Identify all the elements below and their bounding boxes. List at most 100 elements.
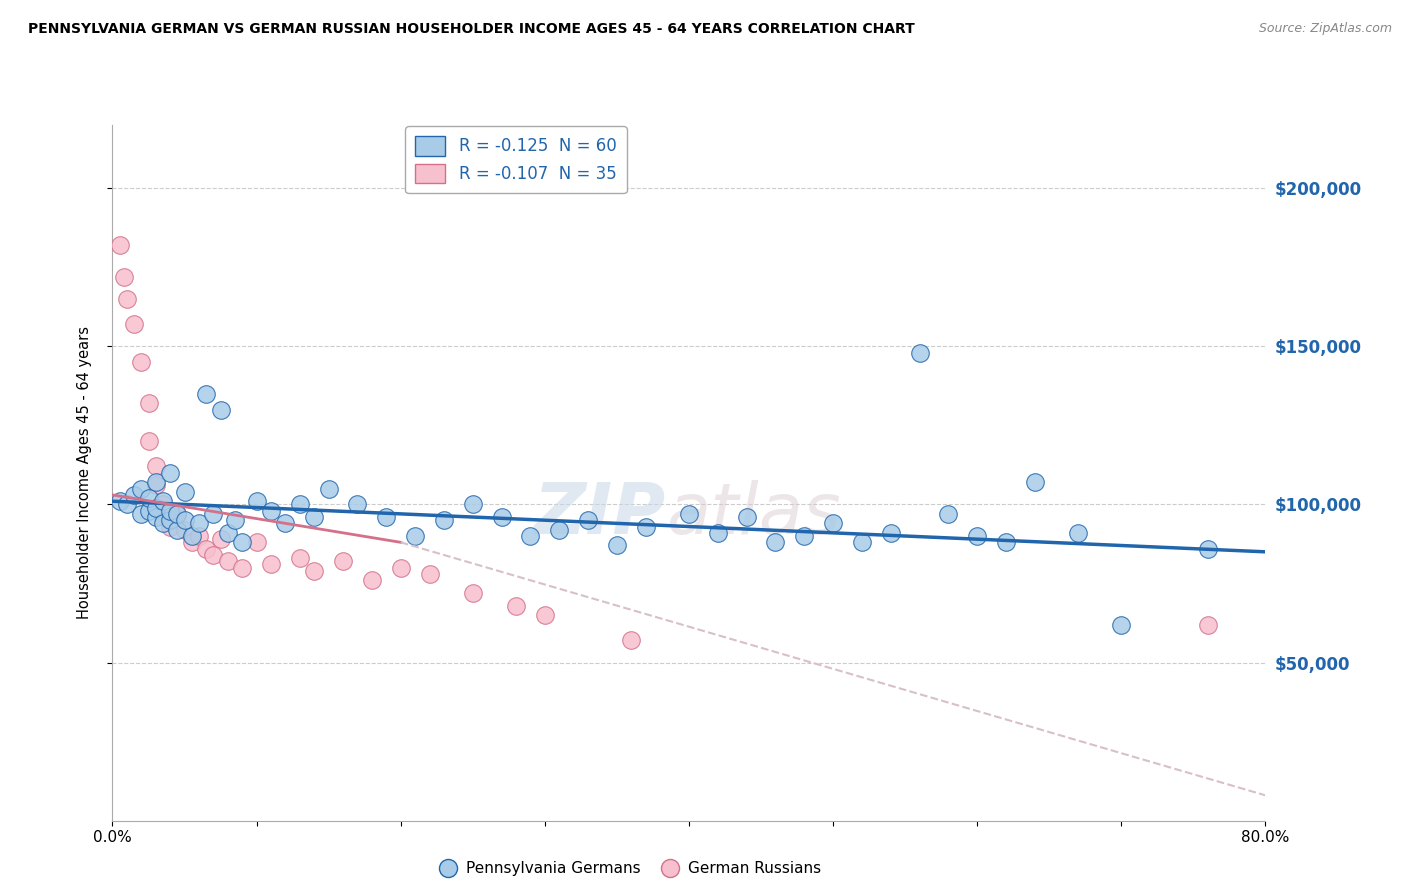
Point	[491, 510, 513, 524]
Point	[288, 551, 311, 566]
Point	[129, 482, 153, 496]
Point	[129, 355, 153, 369]
Point	[260, 558, 283, 572]
Point	[274, 516, 297, 531]
Point	[180, 535, 202, 549]
Point	[112, 269, 135, 284]
Point	[202, 507, 225, 521]
Point	[1024, 475, 1046, 490]
Text: ZIP: ZIP	[534, 480, 666, 549]
Point	[533, 608, 555, 623]
Point	[108, 238, 131, 252]
Point	[159, 466, 181, 480]
Point	[678, 507, 700, 521]
Point	[166, 523, 188, 537]
Point	[188, 529, 211, 543]
Point	[173, 513, 195, 527]
Point	[375, 510, 398, 524]
Point	[433, 513, 456, 527]
Point	[245, 535, 267, 549]
Point	[793, 529, 815, 543]
Point	[180, 529, 202, 543]
Point	[195, 541, 218, 556]
Point	[505, 599, 527, 613]
Point	[519, 529, 541, 543]
Point	[152, 497, 174, 511]
Point	[231, 535, 253, 549]
Point	[115, 292, 138, 306]
Point	[706, 525, 728, 540]
Point	[145, 459, 167, 474]
Point	[606, 539, 628, 553]
Point	[908, 345, 931, 359]
Point	[217, 525, 239, 540]
Point	[202, 548, 225, 562]
Text: PENNSYLVANIA GERMAN VS GERMAN RUSSIAN HOUSEHOLDER INCOME AGES 45 - 64 YEARS CORR: PENNSYLVANIA GERMAN VS GERMAN RUSSIAN HO…	[28, 22, 915, 37]
Point	[173, 484, 195, 499]
Point	[735, 510, 758, 524]
Text: Source: ZipAtlas.com: Source: ZipAtlas.com	[1258, 22, 1392, 36]
Point	[152, 516, 174, 531]
Point	[576, 513, 599, 527]
Point	[152, 494, 174, 508]
Point	[224, 513, 246, 527]
Point	[318, 482, 340, 496]
Point	[145, 475, 167, 490]
Point	[108, 494, 131, 508]
Point	[159, 504, 181, 518]
Point	[821, 516, 844, 531]
Point	[332, 554, 354, 568]
Point	[115, 497, 138, 511]
Point	[152, 507, 174, 521]
Point	[166, 507, 188, 521]
Point	[461, 497, 484, 511]
Point	[360, 574, 382, 588]
Point	[129, 507, 153, 521]
Legend: Pennsylvania Germans, German Russians: Pennsylvania Germans, German Russians	[436, 855, 827, 882]
Point	[138, 504, 160, 518]
Point	[1197, 541, 1219, 556]
Point	[138, 396, 160, 410]
Point	[346, 497, 368, 511]
Point	[159, 513, 181, 527]
Point	[209, 532, 232, 546]
Point	[188, 516, 211, 531]
Point	[419, 566, 441, 581]
Point	[245, 494, 267, 508]
Point	[122, 317, 145, 331]
Point	[288, 497, 311, 511]
Point	[145, 500, 167, 515]
Point	[173, 523, 195, 537]
Point	[159, 513, 181, 527]
Point	[620, 633, 643, 648]
Point	[122, 488, 145, 502]
Point	[995, 535, 1018, 549]
Point	[304, 564, 326, 578]
Point	[1197, 617, 1219, 632]
Point	[634, 519, 657, 533]
Point	[231, 560, 253, 574]
Point	[936, 507, 959, 521]
Point	[851, 535, 873, 549]
Point	[159, 519, 181, 533]
Point	[304, 510, 326, 524]
Point	[166, 507, 188, 521]
Point	[548, 523, 571, 537]
Point	[145, 478, 167, 492]
Point	[145, 510, 167, 524]
Point	[138, 434, 160, 449]
Point	[1111, 617, 1133, 632]
Point	[195, 386, 218, 401]
Point	[404, 529, 426, 543]
Point	[880, 525, 903, 540]
Text: atlas: atlas	[666, 480, 841, 549]
Point	[461, 586, 484, 600]
Point	[966, 529, 988, 543]
Point	[765, 535, 787, 549]
Y-axis label: Householder Income Ages 45 - 64 years: Householder Income Ages 45 - 64 years	[77, 326, 91, 619]
Point	[209, 402, 232, 417]
Point	[217, 554, 239, 568]
Point	[389, 560, 412, 574]
Point	[1067, 525, 1090, 540]
Point	[260, 504, 283, 518]
